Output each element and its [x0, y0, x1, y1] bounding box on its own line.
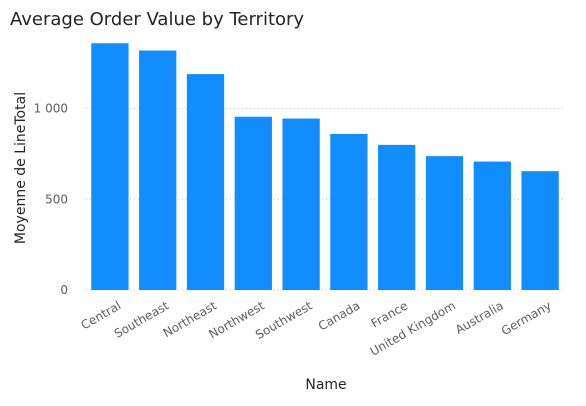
bar-northwest[interactable] [234, 116, 272, 290]
bar-central[interactable] [91, 43, 129, 290]
bar-canada[interactable] [330, 133, 368, 290]
bar-southwest[interactable] [282, 118, 320, 290]
bar-united-kingdom[interactable] [425, 156, 464, 290]
x-tick-label: Germany [499, 298, 554, 338]
bar-southeast[interactable] [139, 50, 177, 291]
x-axis-ticks: CentralSoutheastNortheastNorthwestSouthw… [79, 298, 554, 358]
bar-france[interactable] [378, 144, 416, 290]
x-tick-label: Canada [316, 298, 363, 333]
bars [91, 43, 559, 291]
chart-title: Average Order Value by Territory [10, 9, 304, 30]
x-tick-label: United Kingdom [368, 298, 458, 358]
y-axis-ticks: 0 500 1 000 [34, 102, 68, 297]
y-axis-title: Moyenne de LineTotal [13, 92, 29, 244]
x-axis-title: Name [305, 377, 346, 393]
x-tick-label: Australia [453, 298, 506, 337]
y-tick-label: 500 [45, 192, 68, 206]
x-tick-label: Southeast [112, 298, 172, 341]
y-tick-label: 0 [60, 283, 68, 297]
bar-australia[interactable] [473, 161, 511, 290]
y-tick-label: 1 000 [34, 102, 68, 116]
bar-germany[interactable] [521, 171, 559, 290]
bar-northeast[interactable] [186, 74, 225, 290]
